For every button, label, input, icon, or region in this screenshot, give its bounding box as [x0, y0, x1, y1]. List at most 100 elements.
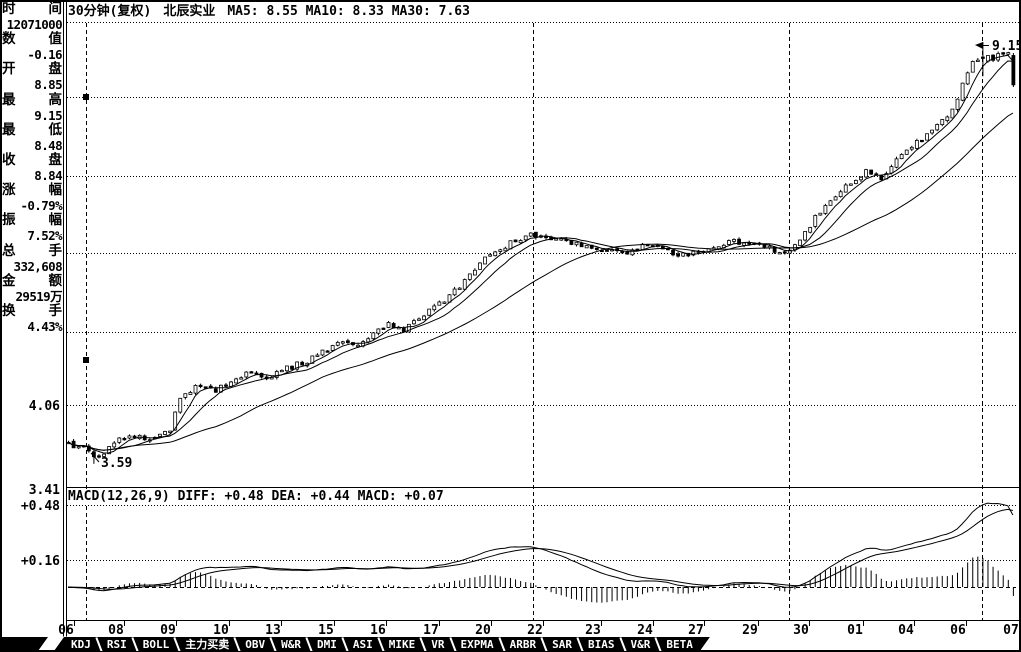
quote-value: 4.43% [27, 318, 62, 334]
chart-header: 30分钟(复权) 北辰实业 MA5: 8.55 MA10: 8.33 MA30:… [68, 4, 470, 19]
tabbar-strip: KDJ RSI BOLL 主力买卖 OBV W&R DMI ASI MIKE VR EXPMA ARB… [54, 637, 710, 651]
tab-separator [131, 637, 138, 652]
quote-label: 开盘 [2, 61, 62, 78]
low-price-label: 3.59 [101, 456, 132, 471]
gridlines [67, 23, 1018, 620]
tab-zhuli-maimai[interactable]: 主力买卖 [185, 638, 230, 651]
x-axis-label: 10 [213, 623, 229, 638]
dea-line [67, 508, 1013, 590]
quote-value: 29519万 [15, 288, 62, 304]
quote-value: 9.15 [34, 107, 62, 123]
x-axis-label: 07 [1003, 623, 1019, 638]
tab-boll[interactable]: BOLL [142, 637, 170, 651]
x-axis-label: 23 [585, 623, 601, 638]
x-axis-label: 24 [637, 623, 653, 638]
cursor-marker [83, 94, 89, 100]
tab-separator [619, 637, 626, 652]
tab-dmi[interactable]: DMI [317, 637, 337, 651]
quote-label: 最低 [2, 121, 62, 138]
quote-label: 收盘 [2, 151, 62, 168]
tab-separator [498, 637, 505, 652]
tab-separator [449, 637, 456, 652]
candlestick-series [66, 42, 1016, 464]
x-axis-label: 30 [793, 623, 809, 638]
quote-label: 振幅 [2, 212, 62, 229]
tab-separator [377, 637, 384, 652]
tab-separator [234, 637, 241, 652]
ma10-line [67, 60, 1013, 451]
tab-arbr[interactable]: ARBR [509, 637, 537, 651]
quote-value: -0.16 [27, 47, 62, 63]
x-axis-label: 09 [160, 623, 176, 638]
tab-rsi[interactable]: RSI [106, 637, 127, 651]
period-label: 30分钟(复权) [68, 4, 152, 19]
macd-indicator-label: MACD(12,26,9) DIFF: +0.48 DEA: +0.44 MAC… [68, 490, 449, 504]
macd-y-axis-label: +0.16 [21, 554, 60, 569]
quote-label: 数值 [2, 31, 62, 48]
quote-value: 12071000 [6, 17, 63, 32]
tab-separator [576, 637, 583, 652]
quote-label: 总手 [2, 242, 62, 259]
x-axis-label: 20 [475, 623, 491, 638]
tab-separator [305, 637, 312, 652]
tab-separator [420, 637, 427, 652]
x-axis-label: 16 [370, 623, 386, 638]
tab-separator [270, 637, 277, 652]
x-axis-label: 06 [58, 623, 74, 638]
tab-kdj[interactable]: KDJ [71, 637, 91, 651]
x-axis-label: 06 [950, 623, 966, 638]
y-axis-label: 3.41 [29, 483, 60, 498]
tab-beta[interactable]: BETA [666, 637, 693, 651]
quote-value: 332,608 [13, 258, 63, 274]
cursor-marker [83, 357, 89, 363]
tab-expma[interactable]: EXPMA [460, 637, 494, 651]
low-arrow [90, 452, 100, 463]
macd-y-axis-label: +0.48 [21, 499, 60, 514]
quote-label: 涨幅 [2, 182, 62, 199]
quote-label: 时间 [2, 1, 62, 17]
x-axis-label: 08 [108, 623, 124, 638]
tab-separator [341, 637, 348, 652]
stock-name: 北辰实业 [163, 4, 216, 19]
ma5-line [67, 54, 1014, 454]
tab-mike[interactable]: MIKE [388, 637, 416, 651]
high-price-label: 9.15 [992, 39, 1021, 54]
quote-label: 最高 [2, 91, 62, 108]
x-axis-label: 13 [265, 623, 281, 638]
x-axis-label: 04 [898, 623, 914, 638]
tab-separator [655, 637, 662, 652]
tab-vr[interactable]: VR [431, 637, 445, 651]
ma-values: MA5: 8.55 MA10: 8.33 MA30: 7.63 [227, 4, 470, 19]
quote-value: 8.85 [34, 77, 62, 93]
tab-separator [541, 637, 548, 652]
tab-bias[interactable]: BIAS [588, 637, 615, 651]
ma30-line [67, 112, 1014, 451]
x-axis-label: 17 [423, 623, 439, 638]
high-arrow-head [975, 42, 983, 49]
tab-separator [174, 637, 181, 652]
x-axis-label: 15 [318, 623, 334, 638]
x-axis-label: 27 [688, 623, 704, 638]
tab-v-and-r[interactable]: V&R [630, 637, 651, 651]
quote-value: -0.79% [20, 198, 62, 214]
macd-histogram [73, 556, 1014, 603]
indicator-tabbar: KDJ RSI BOLL 主力买卖 OBV W&R DMI ASI MIKE VR EXPMA ARB… [2, 637, 710, 651]
tab-obv[interactable]: OBV [245, 637, 266, 651]
x-axis-label: 22 [527, 623, 543, 638]
x-axis-label: 01 [847, 623, 863, 638]
tab-asi[interactable]: ASI [352, 637, 373, 651]
quote-value: 7.52% [27, 228, 62, 244]
tab-sar[interactable]: SAR [552, 637, 572, 651]
y-axis-label: 4.06 [29, 399, 60, 414]
quote-value: 8.84 [34, 167, 62, 183]
x-axis-label: 29 [742, 623, 758, 638]
quote-label: 金额 [2, 272, 62, 289]
quote-sidebar: 时间 12071000 数值 -0.16 开盘 8.85 最高 9.15 最低 8.48 收盘 8.8… [2, 1, 63, 334]
tabbar-lead-wedge [2, 637, 48, 651]
tab-separator [95, 637, 102, 652]
quote-value: 8.48 [34, 137, 62, 153]
tab-w-and-r[interactable]: W&R [281, 637, 301, 651]
